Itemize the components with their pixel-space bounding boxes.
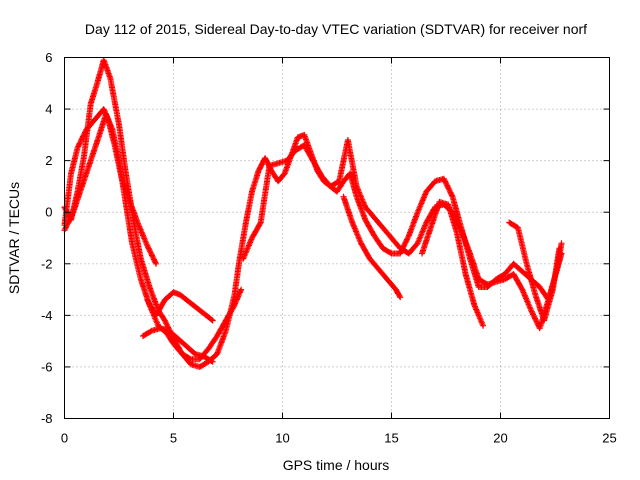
series-track-e bbox=[140, 325, 216, 365]
y-tick-label: 6 bbox=[45, 50, 52, 65]
x-tick-label: 10 bbox=[275, 431, 289, 446]
series-track-g bbox=[240, 137, 565, 332]
series-track-i bbox=[419, 198, 487, 329]
grid-layer bbox=[64, 57, 610, 419]
y-tick-label: -4 bbox=[41, 308, 53, 323]
series-track-h bbox=[340, 193, 404, 301]
x-tick-label: 15 bbox=[384, 431, 398, 446]
y-axis-label: SDTVAR / TECUs bbox=[6, 182, 22, 294]
series-track-d bbox=[144, 289, 216, 324]
x-tick-label: 5 bbox=[170, 431, 177, 446]
x-tick-label: 25 bbox=[602, 431, 616, 446]
x-tick-label: 20 bbox=[493, 431, 507, 446]
series-layer bbox=[61, 57, 565, 370]
y-tick-label: 4 bbox=[45, 102, 52, 117]
x-axis-label: GPS time / hours bbox=[283, 457, 390, 473]
plot-frame bbox=[64, 57, 610, 419]
series-track-j bbox=[506, 219, 563, 324]
x-tick-label: 0 bbox=[61, 431, 68, 446]
tick-layer: 0 5 10 15 20 25 -8 -6 -4 -2 0 2 4 6 bbox=[41, 50, 617, 446]
series-track-c bbox=[61, 111, 245, 363]
y-tick-label: 2 bbox=[45, 153, 52, 168]
y-tick-label: -6 bbox=[41, 359, 53, 374]
y-tick-label: -8 bbox=[41, 411, 53, 426]
y-tick-label: -2 bbox=[41, 256, 53, 271]
series-track-b bbox=[61, 57, 242, 370]
chart-title: Day 112 of 2015, Sidereal Day-to-day VTE… bbox=[85, 21, 587, 37]
y-tick-label: 0 bbox=[45, 205, 52, 220]
